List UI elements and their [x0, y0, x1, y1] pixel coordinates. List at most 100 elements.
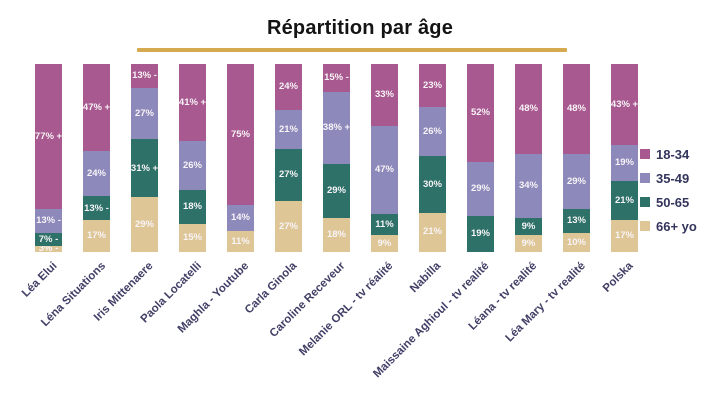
segment-value-label: 9%: [377, 237, 392, 249]
bar-segment-50-65: 11%: [371, 214, 398, 236]
segment-value-label: 24%: [86, 168, 106, 180]
bar-segment-35-49: 13% -: [35, 208, 62, 234]
bar-segment-35-49: 34%: [515, 154, 542, 219]
segment-value-label: 26%: [422, 125, 442, 137]
legend-swatch-icon: [640, 197, 650, 207]
legend-item: 66+ yo: [640, 218, 697, 234]
x-axis-label: Nabilla: [408, 260, 444, 296]
x-axis-label: Polska: [600, 260, 636, 295]
segment-value-label: 77% +: [35, 130, 62, 142]
bar-column: 24% 21% 27% 27% Carla Ginola: [243, 64, 302, 316]
segment-value-label: 33%: [374, 89, 394, 101]
bar-segment-66+-yo: 27%: [275, 200, 302, 252]
segment-value-label: 17%: [614, 230, 634, 242]
segment-value-label: 18%: [182, 201, 202, 213]
bar-column: 33% 47% 11% 9% Melanie ORL - tv réalité: [297, 64, 398, 358]
legend-label: 18-34: [656, 146, 690, 162]
bar-segment-50-65: 21%: [611, 180, 638, 221]
legend-swatch-icon: [640, 149, 650, 159]
bar-column: 47% +24% 13% -17% Léna Situations: [39, 64, 110, 329]
bar-column: 13% -27% 31% +29% Iris Mittenaere: [92, 64, 158, 324]
bar-segment-35-49: 26%: [419, 107, 446, 157]
bar-segment-50-65: 29%: [323, 163, 350, 219]
bar-segment-18-34: 24%: [275, 64, 302, 110]
segment-value-label: 24%: [278, 81, 298, 93]
segment-value-label: 10%: [566, 236, 586, 248]
bar-segment-50-65: 9%: [515, 218, 542, 236]
segment-value-label: 43% +: [611, 98, 638, 110]
segment-value-label: 11%: [375, 218, 394, 230]
bar-segment-35-49: 29%: [563, 154, 590, 209]
segment-value-label: 34%: [518, 180, 538, 192]
segment-value-label: 75%: [230, 128, 250, 140]
segment-value-label: 11%: [231, 235, 250, 247]
legend-item: 50-65: [640, 194, 697, 210]
segment-value-label: 41% +: [179, 96, 206, 108]
bar-segment-35-49: 24%: [83, 151, 110, 197]
x-axis-label: Léa Mary - tv realité: [503, 260, 588, 345]
x-axis-label: Melanie ORL - tv réalité: [297, 260, 396, 359]
bar-segment-18-34: 43% +: [611, 64, 638, 145]
bar-segment-50-65: 18%: [179, 189, 206, 224]
segment-value-label: 3% -: [38, 246, 59, 252]
bar-segment-66+-yo: 15%: [179, 223, 206, 252]
bar-column: 48% 34% 9% 9% Léana - tv realité: [467, 64, 542, 333]
bar-segment-35-49: 38% +: [323, 92, 350, 164]
segment-value-label: 30%: [422, 178, 442, 190]
bar-segment-66+-yo: 11%: [227, 231, 254, 252]
segment-value-label: 38% +: [323, 122, 350, 134]
legend-item: 35-49: [640, 170, 697, 186]
segment-value-label: 21%: [614, 194, 634, 206]
bar-column: 15% -38% +29% 18% Caroline Receveur: [268, 64, 350, 340]
bar-segment-66+-yo: 29%: [131, 197, 158, 252]
legend-label: 66+ yo: [656, 218, 697, 234]
segment-value-label: 29%: [566, 175, 586, 187]
segment-value-label: 9%: [521, 237, 536, 249]
bar-segment-50-65: 13%: [563, 208, 590, 234]
bar-segment-18-34: 33%: [371, 64, 398, 127]
bar-column: 23% 26% 30% 21% Nabilla: [409, 64, 446, 295]
segment-value-label: 21%: [422, 226, 442, 238]
bar-segment-18-34: 13% -: [131, 64, 158, 89]
bar-column: 48% 29% 13% 10% Léa Mary - tv realité: [503, 64, 590, 344]
segment-value-label: 23%: [422, 79, 442, 91]
segment-value-label: 19%: [470, 228, 490, 240]
bar-segment-66+-yo: 9%: [371, 235, 398, 252]
bar-segment-18-34: 23%: [419, 64, 446, 108]
bar-column: 52% 29% 19% Maissaine Aghioul - tv realité: [371, 64, 494, 380]
legend-item: 18-34: [640, 146, 697, 162]
bar-segment-66+-yo: 10%: [563, 233, 590, 252]
segment-value-label: 14%: [230, 212, 250, 224]
bar-column: 41% +26% 18% 15% Paola Locatelli: [138, 64, 206, 325]
bar-column: 75% 14% 11% Maghla - Youtube: [176, 64, 254, 336]
segment-value-label: 47% +: [83, 101, 110, 113]
segment-value-label: 13%: [566, 215, 586, 227]
bar-segment-35-49: 14%: [227, 205, 254, 232]
bar-chart: 77% + 13% - 7% -3% - Léa Elui 47% + 24% 13% - 1…: [0, 64, 711, 380]
bar-segment-50-65: 31% +: [131, 139, 158, 198]
segment-value-label: 48%: [518, 103, 538, 115]
bar-segment-35-49: 29%: [467, 161, 494, 217]
bar-segment-66+-yo: 17%: [611, 220, 638, 252]
bar-segment-35-49: 21%: [275, 109, 302, 150]
segment-value-label: 21%: [278, 123, 298, 135]
bar-segment-18-34: 52%: [467, 64, 494, 162]
bar-segment-66+-yo: 18%: [323, 218, 350, 252]
segment-value-label: 31% +: [131, 162, 158, 174]
segment-value-label: 7% -: [38, 234, 59, 246]
legend-label: 35-49: [656, 170, 690, 186]
segment-value-label: 27%: [278, 169, 298, 181]
bar-segment-35-49: 47%: [371, 126, 398, 215]
segment-value-label: 15%: [182, 232, 202, 244]
bar-column: 43% + 19% 21% 17% Polska: [601, 64, 638, 295]
segment-value-label: 48%: [566, 103, 586, 115]
bar-segment-35-49: 19%: [611, 144, 638, 181]
title-underline: [137, 48, 567, 52]
bar-segment-50-65: 13% -: [83, 196, 110, 221]
bar-segment-66+-yo: 9%: [515, 235, 542, 252]
segment-value-label: 29%: [134, 218, 154, 230]
legend-swatch-icon: [640, 173, 650, 183]
bar-segment-50-65: 30%: [419, 156, 446, 213]
segment-value-label: 27%: [134, 108, 154, 120]
